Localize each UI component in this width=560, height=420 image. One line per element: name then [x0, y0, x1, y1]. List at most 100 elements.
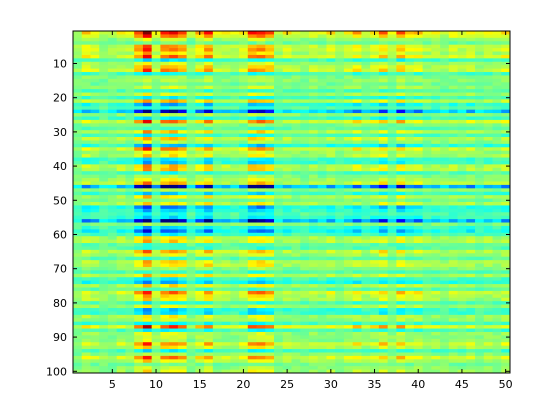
heatmap-cell: [107, 54, 118, 59]
heatmap-cell: [221, 246, 231, 251]
heatmap-cell: [466, 273, 476, 278]
heatmap-cell: [221, 287, 231, 292]
heatmap-cell: [274, 188, 284, 193]
heatmap-cell: [457, 205, 467, 210]
heatmap-cell: [134, 311, 144, 316]
heatmap-cell: [335, 328, 345, 333]
heatmap-cell: [195, 243, 205, 247]
heatmap-cell: [501, 72, 511, 76]
heatmap-cell: [99, 270, 109, 275]
heatmap-cell: [160, 61, 170, 66]
heatmap-cell: [422, 222, 432, 227]
heatmap-cell: [405, 181, 415, 186]
heatmap-cell: [387, 369, 397, 374]
heatmap-cell: [116, 273, 126, 278]
heatmap-cell: [475, 54, 485, 59]
heatmap-cell: [475, 205, 485, 210]
heatmap-cell: [169, 178, 179, 182]
heatmap-cell: [422, 99, 432, 104]
heatmap-cell: [422, 126, 432, 131]
heatmap-cell: [239, 249, 249, 254]
heatmap-cell: [466, 280, 476, 285]
heatmap-cell: [326, 188, 336, 193]
heatmap-cell: [317, 58, 327, 63]
heatmap-cell: [352, 65, 362, 70]
heatmap-cell: [169, 140, 179, 145]
heatmap-cell: [116, 123, 126, 128]
heatmap-cell: [274, 99, 284, 104]
heatmap-cell: [151, 362, 161, 367]
heatmap-cell: [125, 164, 135, 169]
heatmap-cell: [204, 75, 214, 80]
heatmap-cell: [73, 188, 83, 193]
heatmap-cell: [483, 273, 493, 278]
heatmap-cell: [448, 195, 458, 199]
heatmap-cell: [116, 171, 126, 176]
heatmap-cell: [300, 222, 310, 227]
heatmap-cell: [300, 270, 310, 275]
heatmap-cell: [142, 133, 153, 138]
heatmap-cell: [90, 236, 100, 241]
heatmap-cell: [422, 195, 432, 199]
heatmap-cell: [431, 106, 441, 111]
heatmap-cell: [387, 205, 397, 210]
heatmap-cell: [378, 335, 389, 340]
heatmap-cell: [308, 41, 319, 46]
heatmap-cell: [73, 260, 83, 264]
heatmap-cell: [81, 304, 91, 309]
heatmap-cell: [177, 205, 188, 210]
heatmap-cell: [291, 143, 301, 148]
heatmap-cell: [81, 130, 91, 134]
heatmap-cell: [483, 178, 493, 182]
heatmap-cell: [352, 232, 362, 237]
heatmap-cell: [221, 95, 231, 100]
heatmap-cell: [230, 106, 240, 111]
heatmap-cell: [440, 236, 450, 241]
heatmap-cell: [308, 277, 319, 282]
heatmap-cell: [239, 208, 249, 213]
heatmap-cell: [370, 215, 380, 220]
heatmap-cell: [195, 212, 205, 217]
heatmap-cell: [492, 331, 502, 336]
heatmap-cell: [370, 154, 380, 158]
heatmap-cell: [317, 345, 327, 350]
heatmap-cell: [396, 44, 406, 49]
heatmap-cell: [291, 243, 301, 247]
heatmap-cell: [492, 338, 502, 343]
heatmap-cell: [134, 54, 144, 59]
heatmap-cell: [169, 164, 179, 169]
heatmap-cell: [230, 75, 240, 80]
heatmap-cell: [221, 167, 231, 172]
heatmap-cell: [247, 260, 257, 264]
heatmap-cell: [440, 92, 450, 97]
heatmap-cell: [492, 48, 502, 52]
heatmap-cell: [204, 338, 214, 343]
heatmap-cell: [431, 359, 441, 364]
heatmap-cell: [247, 342, 257, 347]
heatmap-cell: [361, 202, 371, 206]
heatmap-cell: [413, 34, 423, 39]
heatmap-cell: [335, 113, 345, 117]
heatmap-cell: [413, 41, 423, 46]
heatmap-cell: [169, 147, 179, 152]
heatmap-cell: [475, 89, 485, 93]
heatmap-cell: [413, 362, 423, 367]
heatmap-cell: [107, 215, 118, 220]
heatmap-cell: [431, 301, 441, 305]
heatmap-cell: [448, 321, 458, 326]
heatmap-cell: [440, 253, 450, 258]
heatmap-cell: [90, 301, 100, 305]
heatmap-cell: [81, 72, 91, 76]
heatmap-cell: [186, 51, 196, 56]
heatmap-cell: [73, 48, 83, 52]
heatmap-cell: [177, 345, 188, 350]
heatmap-cell: [99, 246, 109, 251]
heatmap-cell: [440, 61, 450, 66]
heatmap-cell: [431, 342, 441, 347]
heatmap-cell: [99, 359, 109, 364]
heatmap-cell: [212, 72, 222, 76]
heatmap-cell: [466, 157, 476, 162]
heatmap-cell: [317, 92, 327, 97]
heatmap-cell: [440, 369, 450, 374]
heatmap-cell: [230, 287, 240, 292]
